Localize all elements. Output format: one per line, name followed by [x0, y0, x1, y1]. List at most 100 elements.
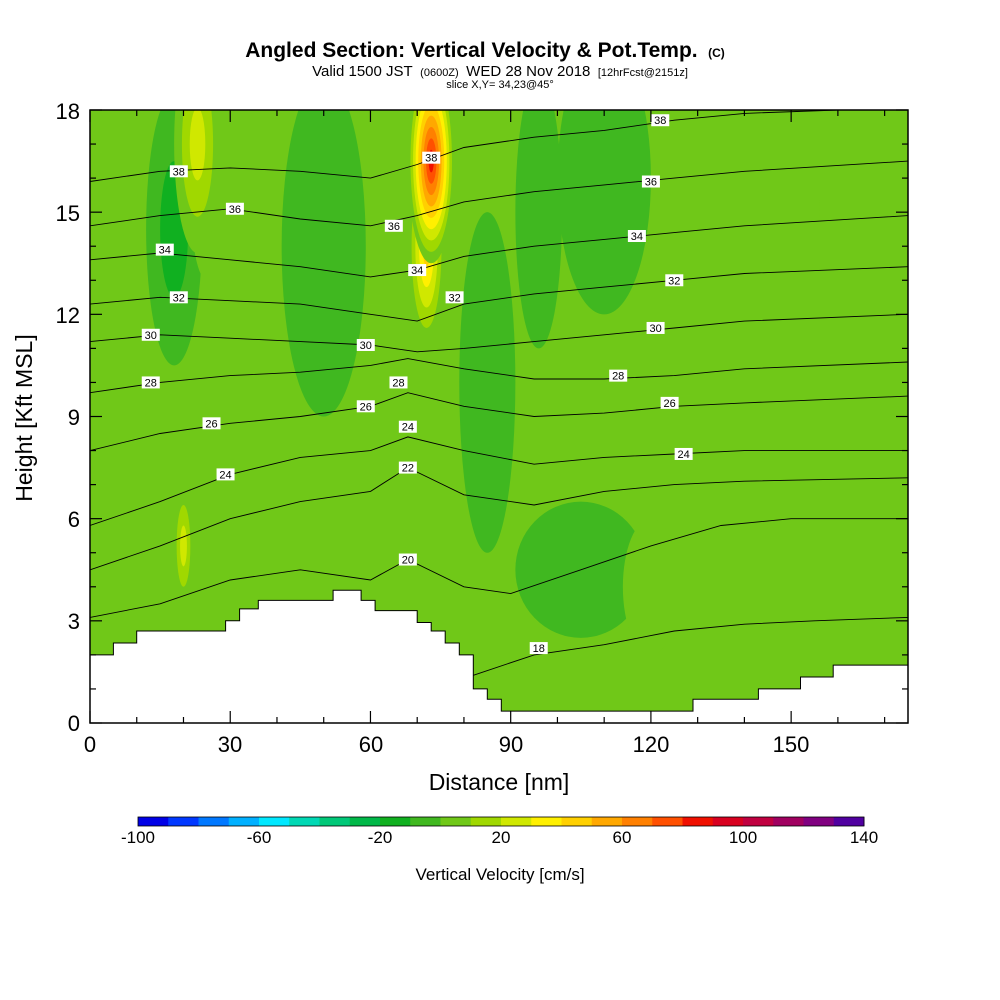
contour-label-bg [445, 291, 464, 304]
velocity-cell [180, 525, 187, 567]
contour-label-bg [141, 376, 160, 389]
colorbar-swatch [470, 817, 502, 826]
contour-label-text: 30 [145, 330, 157, 342]
colorbar-tick-label: -20 [368, 828, 393, 847]
contour-label-text: 28 [392, 377, 404, 389]
contour-label: 24 [216, 468, 235, 481]
theta-contour-line [473, 616, 908, 676]
contour-label-text: 28 [612, 371, 624, 383]
velocity-cell [557, 110, 651, 315]
colorbar-swatch [349, 817, 381, 826]
contour-label: 26 [356, 400, 375, 413]
contour-label-text: 30 [649, 323, 661, 335]
contour-label: 34 [627, 230, 646, 243]
theta-contour-line [90, 215, 908, 278]
contour-labels: 18 20 22 24 24 24 26 26 26 28 28 28 30 30 30 32 32 32 34 34… [141, 114, 693, 655]
contour-label: 32 [445, 291, 464, 304]
contour-label: 34 [408, 264, 427, 277]
contour-label-text: 32 [173, 292, 185, 304]
contour-label-bg [398, 461, 417, 474]
contour-label: 34 [155, 243, 174, 257]
colorbar-swatch [138, 817, 169, 826]
theta-contour-line [90, 110, 838, 182]
velocity-cell [786, 559, 815, 662]
colorbar-swatch [168, 817, 199, 826]
contour-label: 28 [389, 376, 408, 389]
contour-label-bg [665, 274, 684, 287]
contour-label-text: 34 [411, 265, 423, 277]
slice-label: slice X,Y= 34,23@45° [446, 79, 554, 91]
contour-label: 18 [529, 642, 548, 655]
velocity-cell [819, 110, 885, 366]
plot-area: 18 20 22 24 24 24 26 26 26 28 28 28 30 30 30 32 32 32 34 34… [90, 110, 908, 723]
contour-label: 38 [422, 151, 441, 165]
colorbar-swatch [410, 817, 441, 826]
contour-label-text: 36 [229, 204, 241, 216]
contour-label-text: 36 [645, 177, 657, 189]
contour-label-text: 38 [425, 153, 437, 165]
contour-label-text: 36 [388, 221, 400, 233]
contour-label: 36 [641, 175, 660, 189]
contour-label: 36 [225, 202, 244, 216]
contour-label: 24 [398, 420, 417, 434]
colorbar-swatch [198, 817, 230, 826]
chart-title: Angled Section: Vertical Velocity & Pot.… [245, 39, 725, 62]
contour-label-bg [627, 230, 646, 243]
axis-ticks [89, 109, 908, 724]
contour-label-text: 38 [173, 166, 185, 178]
colorbar-swatch [591, 817, 623, 826]
contour-label: 38 [651, 114, 670, 127]
x-tick-label: 30 [218, 732, 242, 757]
contour-label-text: 26 [663, 398, 675, 410]
x-tick-labels: 0 30 60 90 120 150 [84, 732, 809, 757]
contour-label: 38 [169, 165, 188, 178]
colorbar-tick-label: 60 [613, 828, 632, 847]
x-axis-label: Distance [nm] [429, 769, 570, 795]
colorbar-tick-label: -100 [121, 828, 155, 847]
title-unit: (C) [708, 46, 725, 60]
contour-label: 26 [202, 417, 221, 430]
velocity-cell [258, 450, 334, 621]
contour-label: 28 [609, 369, 628, 383]
contour-label-text: 26 [205, 418, 217, 430]
contour-label-bg [422, 151, 441, 164]
contour-label-text: 20 [402, 555, 414, 567]
contour-label-bg [225, 202, 244, 215]
colorbar-swatch [682, 817, 714, 826]
velocity-cell [763, 110, 820, 332]
colorbar-swatch [319, 817, 351, 826]
y-tick-label: 12 [56, 303, 80, 328]
y-tick-label: 18 [56, 99, 80, 124]
y-tick-labels: 0 3 6 9 12 15 18 [56, 99, 80, 736]
contour-label-bg [202, 417, 221, 430]
contour-label: 26 [660, 396, 679, 410]
contour-label-text: 32 [448, 292, 460, 304]
contour-label-bg [609, 369, 628, 382]
contour-label-bg [651, 114, 670, 127]
x-tick-label: 0 [84, 732, 96, 757]
contour-label-bg [169, 165, 188, 178]
colorbar-swatch [561, 817, 593, 826]
contour-label-text: 30 [360, 340, 372, 352]
colorbar-label: Vertical Velocity [cm/s] [415, 865, 584, 884]
colorbar-tick-label: -60 [247, 828, 272, 847]
theta-contour-line [90, 313, 908, 353]
contour-label: 20 [398, 553, 417, 567]
theta-contour-line [90, 467, 908, 571]
contour-label: 28 [141, 376, 160, 389]
colorbar-tick-labels: -100 -60 -20 20 60 100 140 [121, 828, 878, 847]
colorbar-swatch [228, 817, 260, 826]
colorbar-swatch [531, 817, 562, 826]
contour-label: 24 [674, 447, 693, 461]
y-tick-label: 9 [68, 405, 80, 430]
contour-label-text: 18 [533, 643, 545, 655]
contour-label: 30 [356, 338, 375, 352]
colorbar [137, 816, 865, 827]
colorbar-swatch [833, 817, 865, 826]
theta-contour-line [90, 266, 908, 322]
velocity-cell [622, 518, 679, 655]
colorbar-swatch [622, 817, 653, 826]
contour-label: 32 [169, 291, 188, 304]
contour-label-bg [356, 338, 375, 351]
